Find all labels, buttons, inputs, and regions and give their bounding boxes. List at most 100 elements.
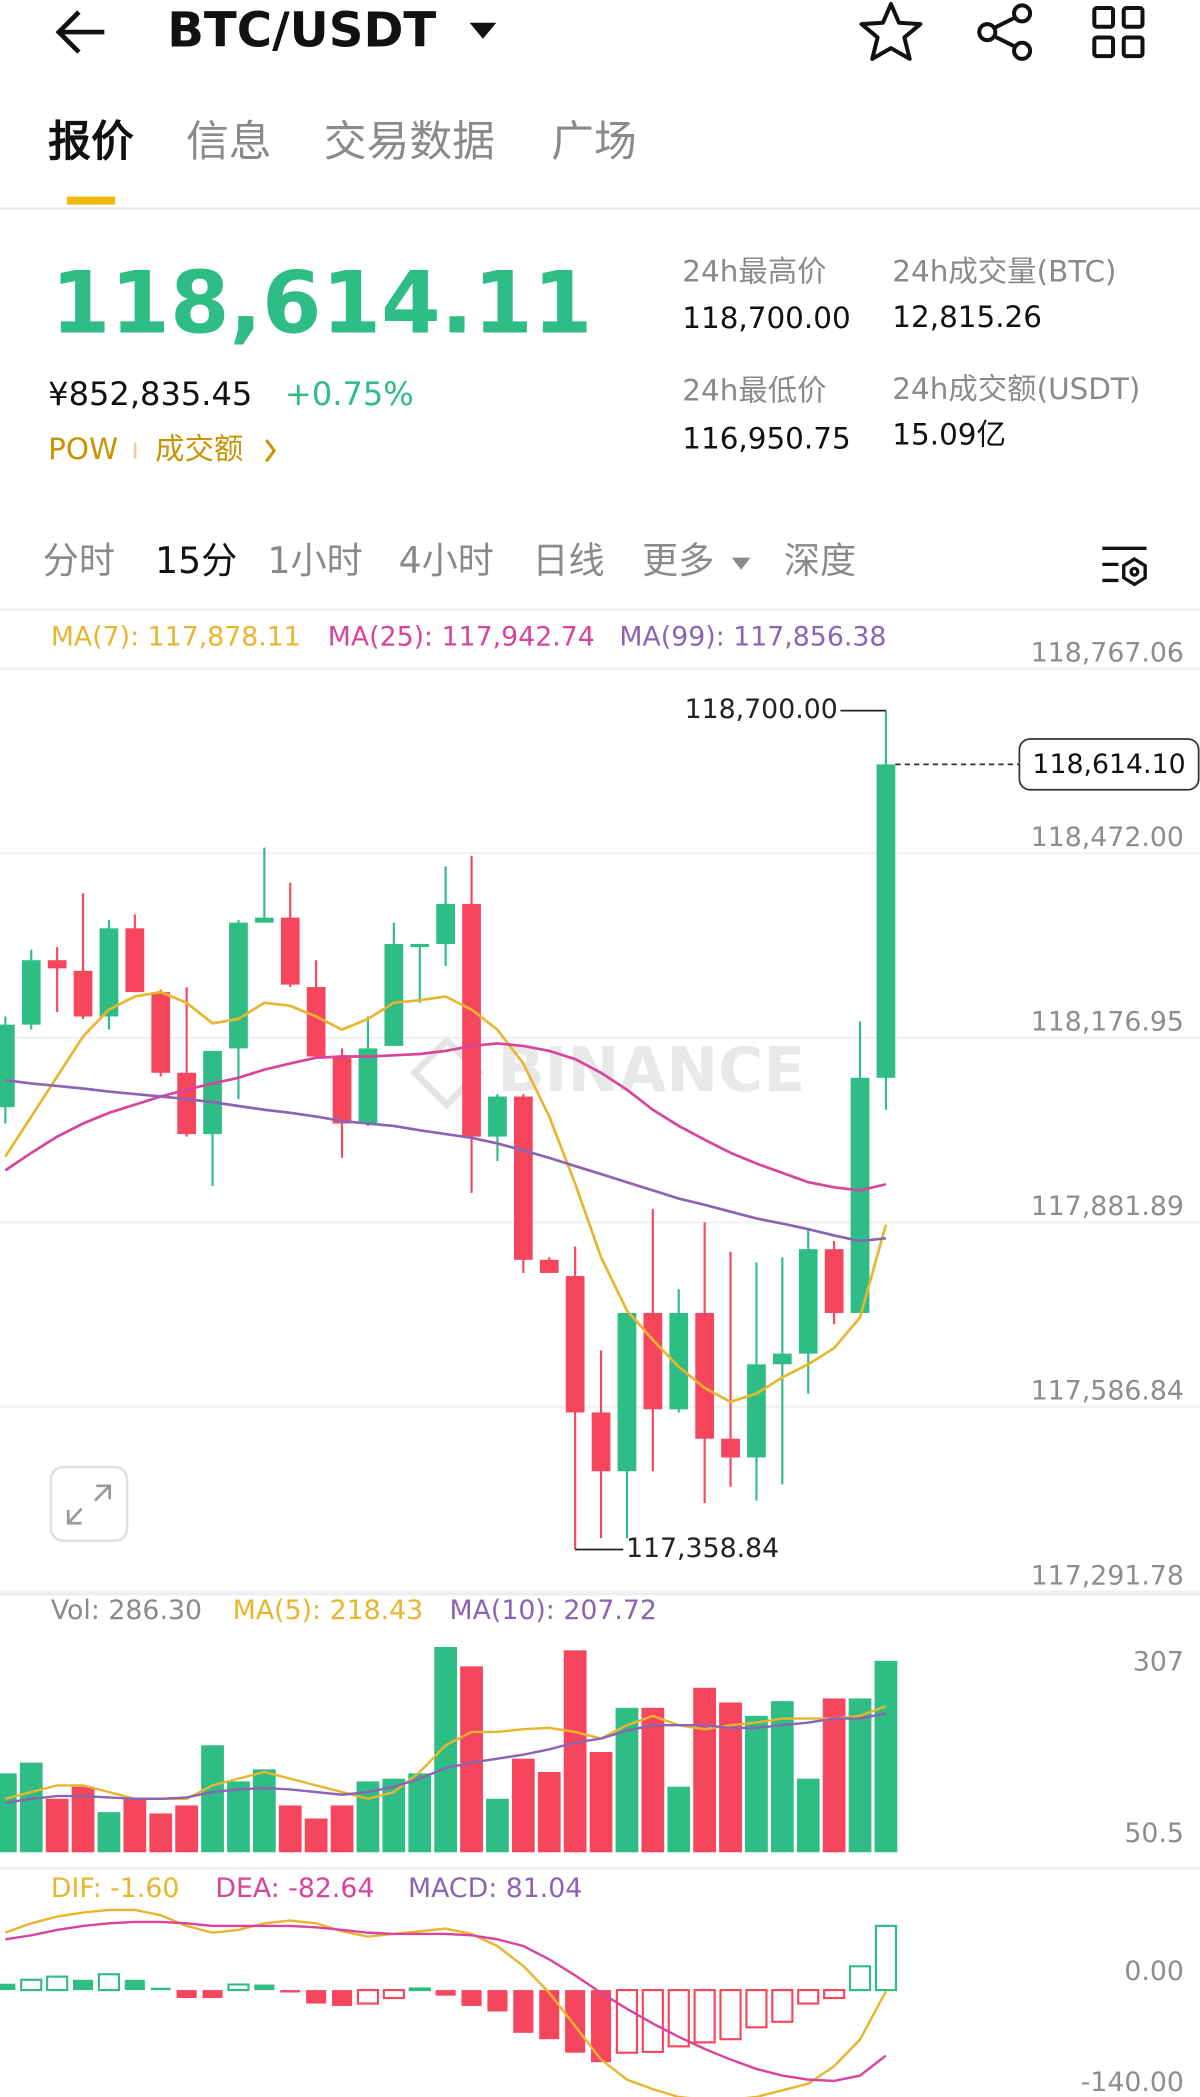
more-dropdown [731,557,751,570]
layout-button[interactable] [1092,6,1145,59]
macd-bar [280,1990,301,1993]
candle-body [772,1353,792,1365]
y-tick-label: 117,881.89 [1031,1191,1184,1222]
tab[interactable]: 交易数据 [324,117,495,167]
candle-body [591,1412,611,1472]
tag[interactable]: POW [48,432,118,466]
candle-body [151,992,171,1073]
y-tick-label: 117,586.84 [1031,1376,1184,1407]
candle-body [125,928,145,993]
stat-value: 118,700.00 [682,301,850,335]
candle-body [488,1096,507,1137]
candle-body [73,970,93,1017]
candle-body [643,1312,663,1410]
macd-bar [202,1990,223,1999]
volume-bar [0,1773,17,1853]
volume-bar [201,1745,224,1853]
candle-body [565,1276,585,1413]
tag-link[interactable]: 成交额 [155,432,243,466]
macd-bar [20,1978,43,1992]
legend-entry: MA(7): 117,878.11 [51,621,301,652]
volume-bar [382,1778,406,1853]
volume-bar [537,1772,561,1853]
candle-body [358,1048,378,1124]
candle-body [47,960,67,969]
candle-body [410,943,430,948]
legend-entry: MA(99): 117,856.38 [619,621,886,652]
candle-body [669,1312,689,1410]
price-cny: ¥852,835.45 [48,375,252,413]
macd-bar [73,1979,94,1991]
y-tick-label: 117,291.78 [1031,1560,1184,1591]
candle-body [332,1056,352,1124]
y-tick-label: 118,176.95 [1031,1007,1184,1038]
interval[interactable]: 更多 [642,539,714,582]
stat-value: 12,815.26 [892,300,1042,334]
tab[interactable]: 广场 [551,117,637,167]
y-tick-label: 50.5 [1124,1818,1184,1849]
candle-body [99,928,119,1017]
tab-active[interactable]: 报价 [48,117,134,167]
candle-body [850,1077,870,1313]
ma-line [5,1712,887,1804]
volume-bar [874,1660,898,1853]
stat-label: 24h最低价 [682,373,826,407]
volume-bar [770,1701,794,1853]
macd-bar [46,1975,69,1992]
chart-settings[interactable] [1102,546,1147,587]
ma-line [4,990,888,1404]
back-button[interactable] [55,10,105,54]
macd-bar [641,1989,664,2053]
volume-bar [693,1687,717,1853]
macd-bar [435,1990,456,1996]
candle-body [824,1249,844,1313]
tab-indicator [66,196,116,205]
interval[interactable]: 分时 [43,539,115,582]
tab[interactable]: 信息 [186,117,272,167]
share-button[interactable] [977,3,1033,61]
volume-bar [460,1666,483,1853]
volume-bar [356,1781,380,1853]
candle-body [436,903,456,944]
interval-active[interactable]: 15分 [155,539,237,582]
pair-title[interactable]: BTC/USDT [167,2,436,58]
interval[interactable]: 日线 [532,539,604,582]
macd-bar [124,1979,145,1991]
interval[interactable]: 1小时 [268,539,363,582]
candle-body [21,960,41,1025]
volume-bar [45,1798,69,1853]
ma-line [4,1042,887,1192]
volume-bar [175,1805,199,1853]
candle-body [229,922,248,1049]
macd-bar [667,1989,690,2048]
volume-bar [71,1786,95,1853]
expand-button[interactable] [49,1465,129,1542]
interval[interactable]: 4小时 [399,539,494,582]
pair-dropdown[interactable] [469,22,497,39]
macd-bar [797,1989,820,2005]
ma-line [5,1920,887,2083]
candle-body [539,1259,559,1273]
legend-entry: MA(25): 117,942.74 [328,621,595,652]
macd-bar [382,1989,405,2000]
favorite-button[interactable] [859,2,923,61]
stat-label: 24h最高价 [682,254,826,288]
last-price: 118,614.11 [51,254,593,353]
price-change: +0.75% [285,375,414,413]
macd-bar [848,1965,872,1992]
macd-bar [591,1990,612,2063]
candle-body [695,1312,715,1439]
candle-body [721,1438,740,1458]
volume-bar [97,1812,121,1853]
volume-bar [19,1762,43,1853]
stat-value: 116,950.75 [682,421,850,455]
candle-body [513,1096,533,1260]
low-label: 117,358.84 [626,1533,779,1564]
macd-bar [745,1989,768,2029]
legend-entry: DEA: -82.64 [215,1873,374,1904]
volume-bar [848,1698,872,1853]
last-price-label: 118,614.10 [1032,749,1185,780]
macd-bar [719,1989,742,2041]
interval[interactable]: 深度 [784,539,856,582]
